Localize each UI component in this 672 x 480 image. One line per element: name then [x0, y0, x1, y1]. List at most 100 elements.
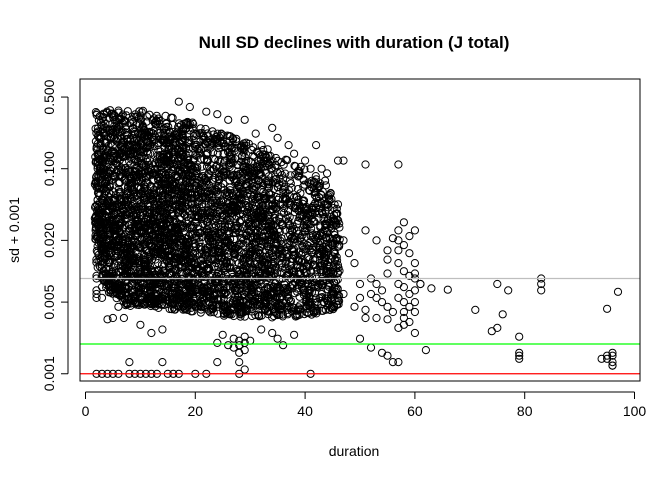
- data-point: [286, 179, 295, 188]
- data-point: [209, 154, 218, 163]
- data-point: [361, 226, 370, 235]
- data-point: [299, 176, 308, 185]
- data-point: [323, 169, 332, 178]
- y-tick-label: 0.100: [41, 151, 57, 186]
- data-point: [394, 279, 403, 289]
- data-point: [151, 218, 160, 227]
- data-point: [383, 246, 392, 255]
- data-point: [155, 116, 164, 125]
- data-point: [366, 343, 376, 352]
- data-point: [273, 156, 282, 165]
- data-point: [427, 284, 436, 293]
- data-point: [240, 346, 249, 355]
- data-point: [321, 181, 330, 190]
- data-point: [317, 306, 326, 315]
- data-point: [233, 181, 242, 190]
- data-point: [252, 238, 261, 247]
- data-point: [613, 287, 623, 296]
- data-point: [296, 189, 305, 198]
- data-point: [399, 241, 408, 250]
- data-point: [410, 298, 419, 307]
- data-point: [286, 171, 295, 180]
- data-point: [92, 289, 101, 299]
- data-point: [140, 187, 149, 196]
- data-point: [292, 226, 301, 235]
- data-point: [388, 358, 397, 367]
- data-point: [273, 334, 282, 343]
- data-point: [287, 183, 296, 192]
- data-point: [333, 300, 342, 309]
- data-point: [326, 189, 335, 198]
- data-point: [282, 249, 291, 259]
- data-point: [487, 327, 496, 336]
- data-point: [195, 238, 204, 247]
- data-point: [333, 285, 342, 294]
- data-point: [145, 142, 155, 151]
- data-point: [333, 156, 343, 165]
- data-point: [410, 307, 419, 317]
- data-point: [188, 118, 197, 127]
- data-point: [355, 279, 365, 289]
- data-point: [268, 328, 277, 338]
- data-point: [333, 275, 342, 284]
- data-point: [515, 348, 524, 357]
- data-point: [147, 328, 156, 338]
- chart-title: Null SD declines with duration (J total): [199, 33, 510, 52]
- data-point: [285, 213, 294, 222]
- data-point: [174, 97, 183, 106]
- data-point: [416, 279, 425, 289]
- data-point: [350, 302, 359, 311]
- data-point: [164, 122, 173, 131]
- data-point: [250, 219, 259, 228]
- data-point: [93, 263, 102, 272]
- data-point: [290, 330, 299, 339]
- data-point: [383, 302, 392, 311]
- data-point: [372, 293, 381, 302]
- data-point: [215, 198, 224, 207]
- data-point: [212, 215, 221, 224]
- data-point: [608, 351, 617, 360]
- data-point: [103, 315, 112, 324]
- data-point: [285, 241, 294, 250]
- data-point: [256, 279, 265, 289]
- data-point: [383, 269, 392, 278]
- data-point: [372, 313, 381, 323]
- data-point: [283, 211, 292, 220]
- data-point: [372, 236, 381, 245]
- data-point: [305, 298, 314, 307]
- data-point: [218, 330, 227, 339]
- data-point: [303, 253, 312, 262]
- data-point: [270, 175, 279, 184]
- data-point: [108, 271, 118, 280]
- data-point: [263, 145, 272, 154]
- data-point: [232, 137, 241, 146]
- data-point: [405, 249, 414, 258]
- data-point: [334, 296, 343, 305]
- data-point: [225, 263, 234, 272]
- data-point: [196, 308, 205, 317]
- data-point: [143, 153, 152, 163]
- data-point: [300, 165, 309, 174]
- data-point: [515, 351, 524, 360]
- data-point: [394, 246, 403, 255]
- data-point: [124, 221, 133, 230]
- data-point: [323, 260, 332, 269]
- data-point: [223, 290, 232, 299]
- data-point: [212, 187, 221, 196]
- data-point: [198, 272, 207, 281]
- data-point: [203, 129, 212, 138]
- data-point: [229, 334, 238, 343]
- data-point: [240, 365, 249, 374]
- data-point: [399, 218, 408, 227]
- data-point: [399, 298, 408, 307]
- data-point: [108, 313, 118, 323]
- data-point: [203, 149, 212, 158]
- data-point: [324, 262, 333, 271]
- data-point: [311, 289, 320, 298]
- data-point: [201, 124, 210, 134]
- data-point: [405, 289, 414, 299]
- data-point: [99, 125, 108, 134]
- data-point: [237, 239, 246, 248]
- data-point: [244, 185, 253, 195]
- data-point: [504, 286, 513, 295]
